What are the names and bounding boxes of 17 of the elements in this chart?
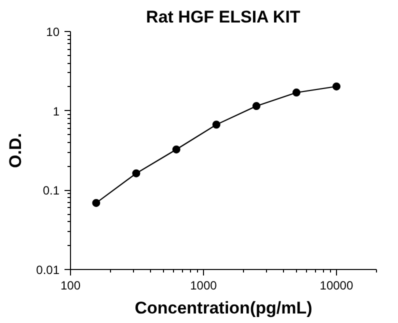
point [252,102,260,110]
point [172,145,180,154]
chart-title: Rat HGF ELSIA KIT [146,8,301,26]
x-axis-title: Concentration(pg/mL) [134,298,312,318]
x-tick-label: 10000 [320,278,354,292]
point [212,120,220,129]
point [332,82,340,90]
y-tick-label: 1 [52,104,60,118]
y-tick-label: 0.1 [42,184,60,198]
point [292,88,300,97]
y-tick-label: 10 [46,25,60,39]
x-tick-label: 100 [60,278,81,292]
y-tick-label: 0.01 [36,263,60,277]
point [92,198,100,207]
y-axis-title: O.D. [6,133,26,168]
point [132,169,140,178]
x-tick-label: 1000 [190,278,218,292]
